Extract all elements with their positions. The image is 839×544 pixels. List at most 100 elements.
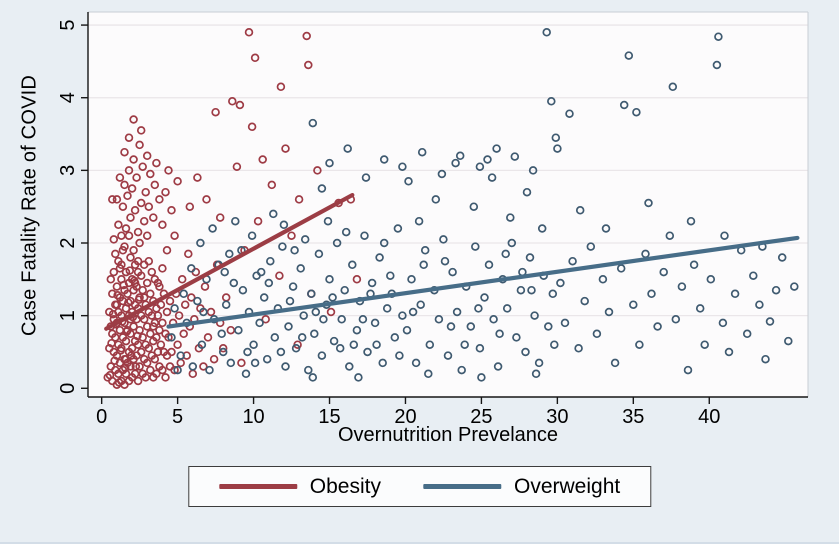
data-point	[188, 362, 198, 371]
data-point	[604, 307, 614, 317]
x-tick-label: 0	[96, 406, 107, 428]
data-point	[466, 322, 476, 331]
data-point	[138, 333, 147, 342]
data-point	[420, 246, 430, 255]
data-point	[457, 365, 466, 375]
data-point	[170, 231, 179, 240]
data-point	[598, 275, 608, 284]
data-point	[307, 289, 316, 299]
data-point	[742, 329, 752, 339]
data-point	[124, 133, 134, 142]
data-point	[440, 256, 450, 266]
data-point	[258, 155, 267, 164]
data-point	[220, 267, 229, 277]
data-point	[354, 373, 363, 382]
data-point	[133, 376, 143, 386]
data-point	[217, 329, 226, 339]
data-point	[136, 347, 146, 357]
data-point	[683, 365, 693, 375]
data-point	[109, 235, 119, 244]
data-point	[471, 242, 480, 251]
data-point	[483, 155, 492, 164]
data-point	[506, 213, 515, 222]
data-point	[262, 354, 272, 364]
data-point	[170, 304, 179, 313]
data-point	[425, 340, 435, 349]
data-point	[487, 173, 497, 182]
data-point	[544, 322, 553, 331]
data-point	[537, 224, 547, 233]
data-point	[586, 242, 596, 251]
data-point	[718, 318, 728, 328]
data-point	[133, 256, 143, 266]
data-point	[317, 184, 327, 193]
data-point	[378, 358, 387, 368]
data-point	[349, 340, 359, 349]
data-point	[196, 238, 205, 248]
data-point	[108, 195, 117, 204]
data-point	[304, 60, 313, 70]
data-point	[135, 362, 144, 371]
data-point	[162, 246, 172, 255]
data-point	[158, 318, 167, 328]
data-point	[126, 253, 135, 262]
x-tick-label: 20	[394, 406, 416, 428]
x-tick-label: 40	[698, 406, 720, 428]
data-point	[142, 358, 152, 368]
data-point	[448, 267, 457, 277]
data-point	[386, 271, 395, 280]
data-point	[275, 271, 284, 280]
data-point	[225, 249, 234, 259]
data-point	[144, 344, 154, 353]
data-point	[489, 315, 498, 324]
data-point	[113, 291, 122, 300]
data-point	[601, 224, 611, 233]
data-point	[197, 340, 207, 349]
data-point	[665, 231, 675, 240]
data-point	[203, 333, 213, 342]
data-point	[290, 246, 299, 255]
data-point	[340, 285, 349, 295]
data-point	[411, 358, 421, 368]
data-point	[121, 336, 131, 346]
data-point	[131, 362, 141, 371]
data-point	[173, 177, 182, 186]
data-point	[311, 307, 321, 317]
data-point	[117, 260, 126, 270]
data-point	[152, 333, 161, 342]
data-point	[644, 198, 653, 208]
data-point	[695, 304, 705, 313]
data-point	[379, 155, 389, 164]
data-point	[439, 235, 448, 244]
data-point	[120, 363, 130, 373]
data-point	[547, 97, 556, 106]
data-point	[556, 278, 565, 288]
data-point	[127, 184, 137, 193]
data-point	[150, 354, 160, 364]
data-point	[477, 373, 486, 382]
data-point	[302, 31, 311, 41]
fit-line-overweight	[166, 235, 800, 329]
data-point	[379, 238, 389, 248]
data-point	[147, 267, 157, 277]
data-point	[177, 275, 187, 284]
data-point	[135, 238, 144, 248]
data-point	[144, 256, 154, 266]
data-point	[475, 162, 485, 171]
data-point	[291, 344, 301, 353]
data-point	[568, 256, 577, 266]
data-point	[341, 227, 351, 237]
data-point	[114, 220, 123, 230]
data-point	[319, 315, 328, 324]
data-point	[328, 293, 337, 302]
data-point	[139, 216, 149, 226]
data-point	[187, 264, 196, 273]
data-point	[370, 318, 380, 328]
data-point	[149, 213, 158, 222]
data-point	[323, 216, 333, 226]
data-point	[146, 329, 155, 339]
data-point	[531, 369, 541, 379]
data-point	[106, 275, 116, 284]
data-point	[372, 340, 381, 349]
